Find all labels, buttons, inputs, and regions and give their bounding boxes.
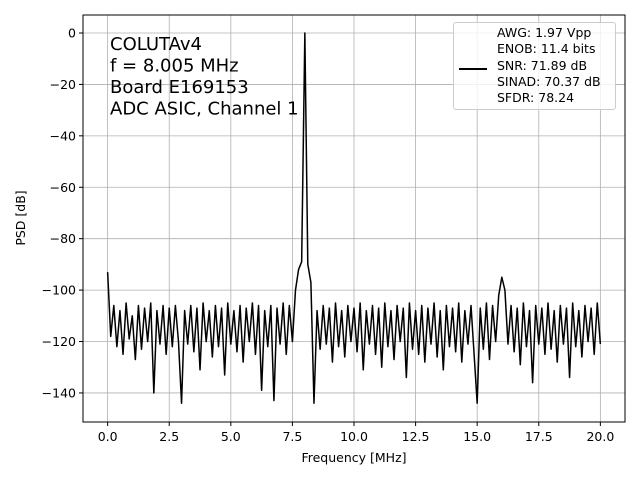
x-tick-label: 2.5: [159, 429, 179, 444]
x-tick-label: 20.0: [586, 429, 614, 444]
y-tick-label: 0: [68, 25, 76, 40]
y-tick-label: −40: [50, 128, 76, 143]
annotation-line: ADC ASIC, Channel 1: [110, 99, 299, 120]
y-tick-label: −100: [42, 283, 76, 298]
y-axis-label: PSD [dB]: [13, 190, 28, 245]
x-tick-label: 7.5: [282, 429, 302, 444]
y-tick-label: −120: [42, 334, 76, 349]
x-tick-label: 15.0: [463, 429, 491, 444]
y-tick-label: −140: [42, 385, 76, 400]
legend: AWG: 1.97 Vpp ENOB: 11.4 bits SNR: 71.89…: [453, 22, 616, 110]
psd-line: [106, 32, 602, 404]
legend-label: AWG: 1.97 Vpp ENOB: 11.4 bits SNR: 71.89…: [497, 25, 601, 106]
annotation-line: COLUTAv4: [110, 34, 202, 55]
x-tick-label: 5.0: [221, 429, 241, 444]
x-tick-label: 12.5: [402, 429, 430, 444]
plot-area: [106, 32, 602, 404]
y-tick-label: −60: [50, 180, 76, 195]
ticks: 0.0 2.5 5.0 7.5 10.0 12.5 15.0 17.5 20.0 0 −20 −40 −…: [42, 25, 615, 444]
x-axis-label: Frequency [MHz]: [301, 450, 406, 465]
annotation-line: Board E169153: [110, 77, 249, 98]
annotation-line: f = 8.005 MHz: [110, 56, 239, 77]
y-tick-label: −80: [50, 231, 76, 246]
y-tick-label: −20: [50, 77, 76, 92]
x-tick-label: 0.0: [98, 429, 118, 444]
x-tick-label: 17.5: [525, 429, 553, 444]
legend-swatch: [459, 68, 487, 70]
x-tick-label: 10.0: [340, 429, 368, 444]
